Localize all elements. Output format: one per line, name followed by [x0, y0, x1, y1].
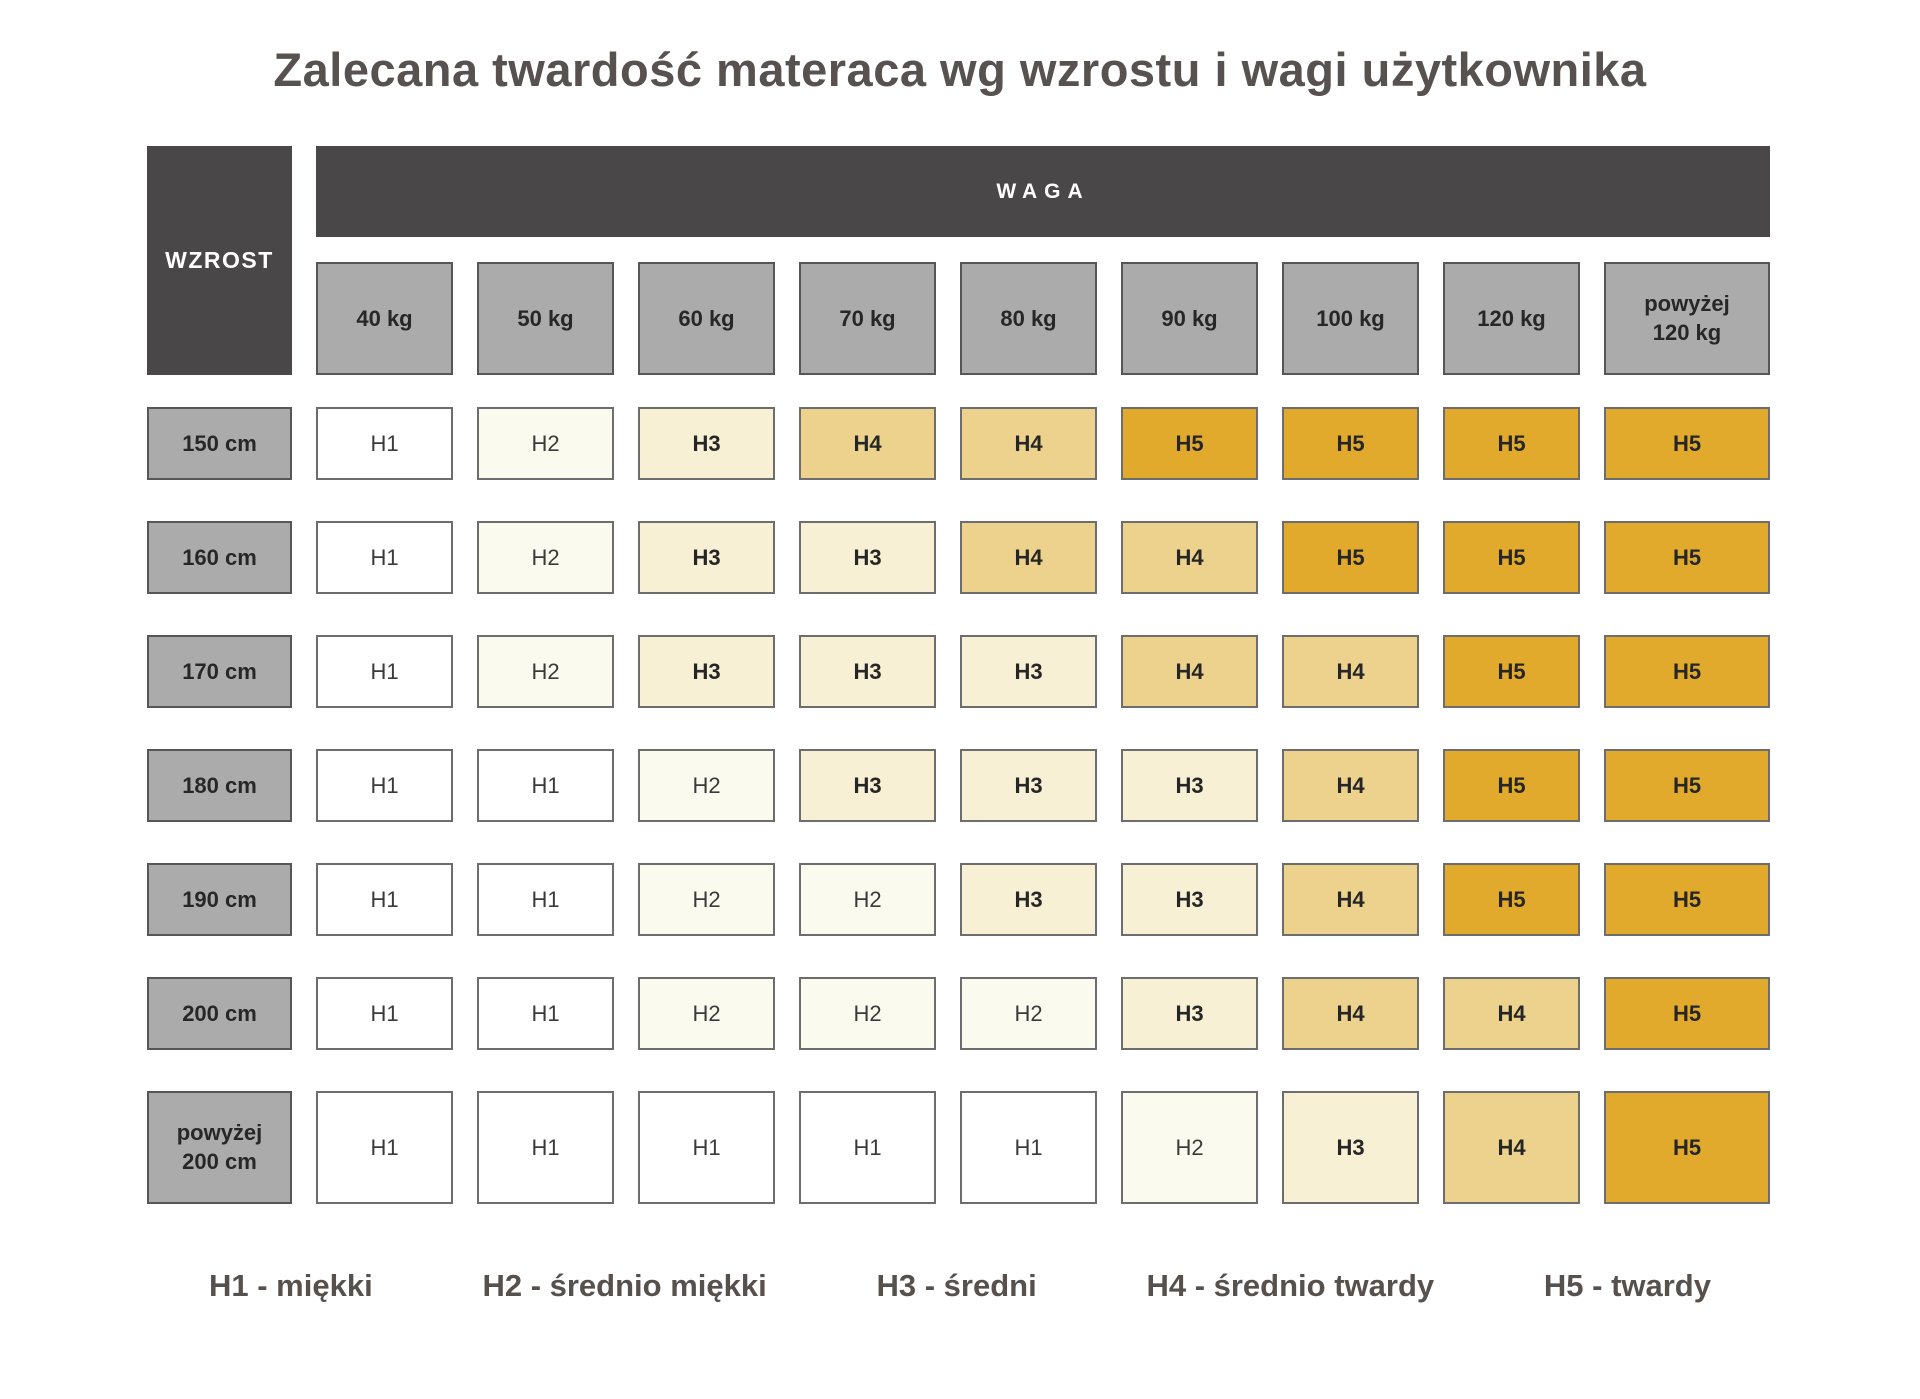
firmness-cell: H5	[1604, 863, 1770, 937]
firmness-table: WZROST WAGA 40 kg 50 kg 60 kg 70 kg 80 kg 90 …	[147, 146, 1773, 1205]
firmness-cell: H3	[799, 635, 936, 709]
legend-item: H5 - twardy	[1543, 1268, 1711, 1304]
row-header: 180 cm	[147, 749, 292, 823]
firmness-cell: H3	[638, 635, 775, 709]
firmness-cell: H3	[638, 407, 775, 481]
firmness-cell: H1	[316, 1091, 453, 1205]
firmness-cell: H4	[1282, 635, 1419, 709]
firmness-cell: H5	[1604, 977, 1770, 1051]
legend-item: H1 - miękki	[209, 1268, 373, 1304]
firmness-cell: H1	[638, 1091, 775, 1205]
firmness-cell: H5	[1443, 863, 1580, 937]
firmness-cell: H4	[799, 407, 936, 481]
firmness-cell: H4	[1282, 977, 1419, 1051]
firmness-cell: H4	[1121, 635, 1258, 709]
table-header: WZROST WAGA 40 kg 50 kg 60 kg 70 kg 80 kg 90 …	[147, 146, 1773, 376]
firmness-cell: H4	[1282, 863, 1419, 937]
row-header: 200 cm	[147, 977, 292, 1051]
firmness-cell: H3	[799, 521, 936, 595]
column-header: 80 kg	[960, 262, 1097, 376]
firmness-cell: H2	[638, 749, 775, 823]
column-header: powyżej 120 kg	[1604, 262, 1770, 376]
firmness-cell: H3	[638, 521, 775, 595]
firmness-cell: H3	[1282, 1091, 1419, 1205]
column-header: 70 kg	[799, 262, 936, 376]
firmness-cell: H1	[316, 407, 453, 481]
page-title: Zalecana twardość materaca wg wzrostu i …	[273, 43, 1647, 96]
firmness-cell: H1	[477, 1091, 614, 1205]
table-row: 150 cm H1 H2 H3 H4 H4 H5 H5 H5 H5	[147, 407, 1773, 481]
firmness-cell: H2	[799, 977, 936, 1051]
firmness-cell: H4	[1121, 521, 1258, 595]
firmness-cell: H5	[1604, 1091, 1770, 1205]
firmness-cell: H1	[477, 977, 614, 1051]
firmness-cell: H1	[316, 749, 453, 823]
firmness-cell: H4	[1282, 749, 1419, 823]
firmness-cell: H2	[1121, 1091, 1258, 1205]
row-header: 170 cm	[147, 635, 292, 709]
table-row: 170 cm H1 H2 H3 H3 H3 H4 H4 H5 H5	[147, 635, 1773, 709]
row-header: powyżej 200 cm	[147, 1091, 292, 1205]
firmness-cell: H1	[960, 1091, 1097, 1205]
firmness-cell: H3	[799, 749, 936, 823]
column-header: 100 kg	[1282, 262, 1419, 376]
firmness-cell: H3	[960, 749, 1097, 823]
firmness-cell: H5	[1443, 407, 1580, 481]
column-header: 90 kg	[1121, 262, 1258, 376]
firmness-cell: H4	[1443, 1091, 1580, 1205]
firmness-cell: H2	[638, 863, 775, 937]
column-header: 120 kg	[1443, 262, 1580, 376]
firmness-cell: H3	[1121, 749, 1258, 823]
firmness-cell: H5	[1443, 635, 1580, 709]
legend-item: H4 - średnio twardy	[1146, 1268, 1435, 1304]
firmness-cell: H5	[1121, 407, 1258, 481]
firmness-cell: H5	[1604, 407, 1770, 481]
table-row: 180 cm H1 H1 H2 H3 H3 H3 H4 H5 H5	[147, 749, 1773, 823]
legend: H1 - miękki H2 - średnio miękki H3 - średn…	[147, 1268, 1773, 1304]
legend-item: H3 - średni	[876, 1268, 1037, 1304]
column-header: 40 kg	[316, 262, 453, 376]
table-body: 150 cm H1 H2 H3 H4 H4 H5 H5 H5 H5 160 cm H1 H2 H3 H3 H4…	[147, 407, 1773, 1205]
firmness-cell: H2	[477, 407, 614, 481]
firmness-cell: H4	[960, 521, 1097, 595]
firmness-cell: H2	[960, 977, 1097, 1051]
column-header: 50 kg	[477, 262, 614, 376]
firmness-cell: H2	[477, 521, 614, 595]
firmness-cell: H2	[799, 863, 936, 937]
row-header: 160 cm	[147, 521, 292, 595]
firmness-cell: H1	[316, 863, 453, 937]
firmness-cell: H5	[1282, 521, 1419, 595]
row-header: 150 cm	[147, 407, 292, 481]
firmness-cell: H5	[1604, 521, 1770, 595]
firmness-cell: H5	[1604, 749, 1770, 823]
firmness-cell: H1	[799, 1091, 936, 1205]
firmness-cell: H3	[1121, 977, 1258, 1051]
firmness-cell: H3	[960, 635, 1097, 709]
firmness-cell: H3	[1121, 863, 1258, 937]
legend-item: H2 - średnio miękki	[482, 1268, 767, 1304]
firmness-cell: H1	[477, 863, 614, 937]
firmness-cell: H4	[960, 407, 1097, 481]
firmness-cell: H2	[477, 635, 614, 709]
firmness-cell: H2	[638, 977, 775, 1051]
firmness-cell: H4	[1443, 977, 1580, 1051]
firmness-cell: H1	[477, 749, 614, 823]
firmness-cell: H1	[316, 521, 453, 595]
table-row: 200 cm H1 H1 H2 H2 H2 H3 H4 H4 H5	[147, 977, 1773, 1051]
firmness-cell: H5	[1282, 407, 1419, 481]
row-header: 190 cm	[147, 863, 292, 937]
firmness-cell: H3	[960, 863, 1097, 937]
firmness-cell: H1	[316, 977, 453, 1051]
weight-axis-header: WAGA	[316, 146, 1770, 238]
firmness-cell: H1	[316, 635, 453, 709]
column-header: 60 kg	[638, 262, 775, 376]
height-axis-header: WZROST	[147, 146, 292, 376]
firmness-cell: H5	[1443, 749, 1580, 823]
table-row: powyżej 200 cm H1 H1 H1 H1 H1 H2 H3 H4 H5	[147, 1091, 1773, 1205]
table-row: 190 cm H1 H1 H2 H2 H3 H3 H4 H5 H5	[147, 863, 1773, 937]
firmness-cell: H5	[1604, 635, 1770, 709]
table-row: 160 cm H1 H2 H3 H3 H4 H4 H5 H5 H5	[147, 521, 1773, 595]
firmness-cell: H5	[1443, 521, 1580, 595]
